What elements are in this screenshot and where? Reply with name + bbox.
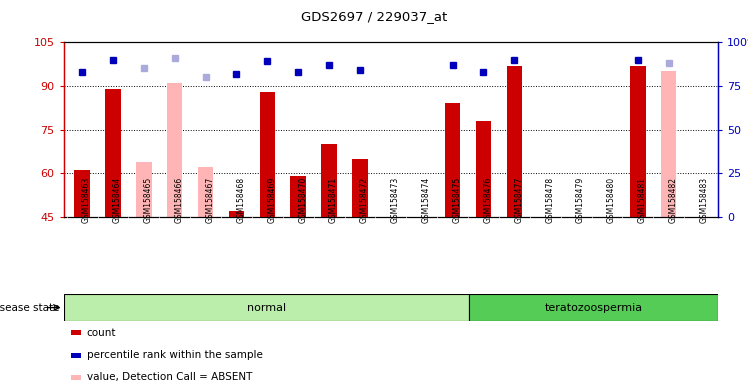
Text: GSM158474: GSM158474 bbox=[422, 177, 431, 223]
Text: GSM158479: GSM158479 bbox=[576, 177, 585, 223]
Bar bbox=[469, 294, 718, 321]
Text: teratozoospermia: teratozoospermia bbox=[545, 303, 643, 313]
Bar bbox=[661, 71, 676, 217]
Bar bbox=[167, 83, 183, 217]
Text: disease state: disease state bbox=[0, 303, 60, 313]
Bar bbox=[64, 294, 469, 321]
Text: GSM158466: GSM158466 bbox=[175, 177, 184, 223]
Text: GSM158471: GSM158471 bbox=[329, 177, 338, 223]
Text: GSM158469: GSM158469 bbox=[267, 177, 276, 223]
Text: count: count bbox=[87, 328, 116, 338]
Bar bbox=[198, 167, 213, 217]
Text: GSM158476: GSM158476 bbox=[483, 177, 492, 223]
Text: GSM158468: GSM158468 bbox=[236, 177, 245, 223]
Text: GSM158483: GSM158483 bbox=[699, 177, 708, 223]
Bar bbox=[229, 211, 244, 217]
Text: GDS2697 / 229037_at: GDS2697 / 229037_at bbox=[301, 10, 447, 23]
Bar bbox=[476, 121, 491, 217]
Bar bbox=[352, 159, 368, 217]
Text: GSM158463: GSM158463 bbox=[82, 177, 91, 223]
Text: percentile rank within the sample: percentile rank within the sample bbox=[87, 350, 263, 360]
Text: GSM158481: GSM158481 bbox=[638, 177, 647, 223]
Bar bbox=[506, 66, 522, 217]
Text: value, Detection Call = ABSENT: value, Detection Call = ABSENT bbox=[87, 372, 252, 382]
Text: GSM158482: GSM158482 bbox=[669, 177, 678, 223]
Text: GSM158465: GSM158465 bbox=[144, 177, 153, 223]
Text: GSM158464: GSM158464 bbox=[113, 177, 122, 223]
Text: GSM158480: GSM158480 bbox=[607, 177, 616, 223]
Bar bbox=[290, 176, 306, 217]
Text: GSM158472: GSM158472 bbox=[360, 177, 369, 223]
Bar bbox=[630, 66, 646, 217]
Text: GSM158470: GSM158470 bbox=[298, 177, 307, 223]
Bar bbox=[445, 103, 460, 217]
Bar bbox=[105, 89, 120, 217]
Text: GSM158477: GSM158477 bbox=[515, 177, 524, 223]
Bar bbox=[322, 144, 337, 217]
Bar bbox=[74, 170, 90, 217]
Text: GSM158475: GSM158475 bbox=[453, 177, 462, 223]
Text: normal: normal bbox=[247, 303, 286, 313]
Text: GSM158467: GSM158467 bbox=[206, 177, 215, 223]
Bar bbox=[136, 162, 152, 217]
Bar bbox=[260, 92, 275, 217]
Text: GSM158478: GSM158478 bbox=[545, 177, 554, 223]
Text: GSM158473: GSM158473 bbox=[390, 177, 400, 223]
